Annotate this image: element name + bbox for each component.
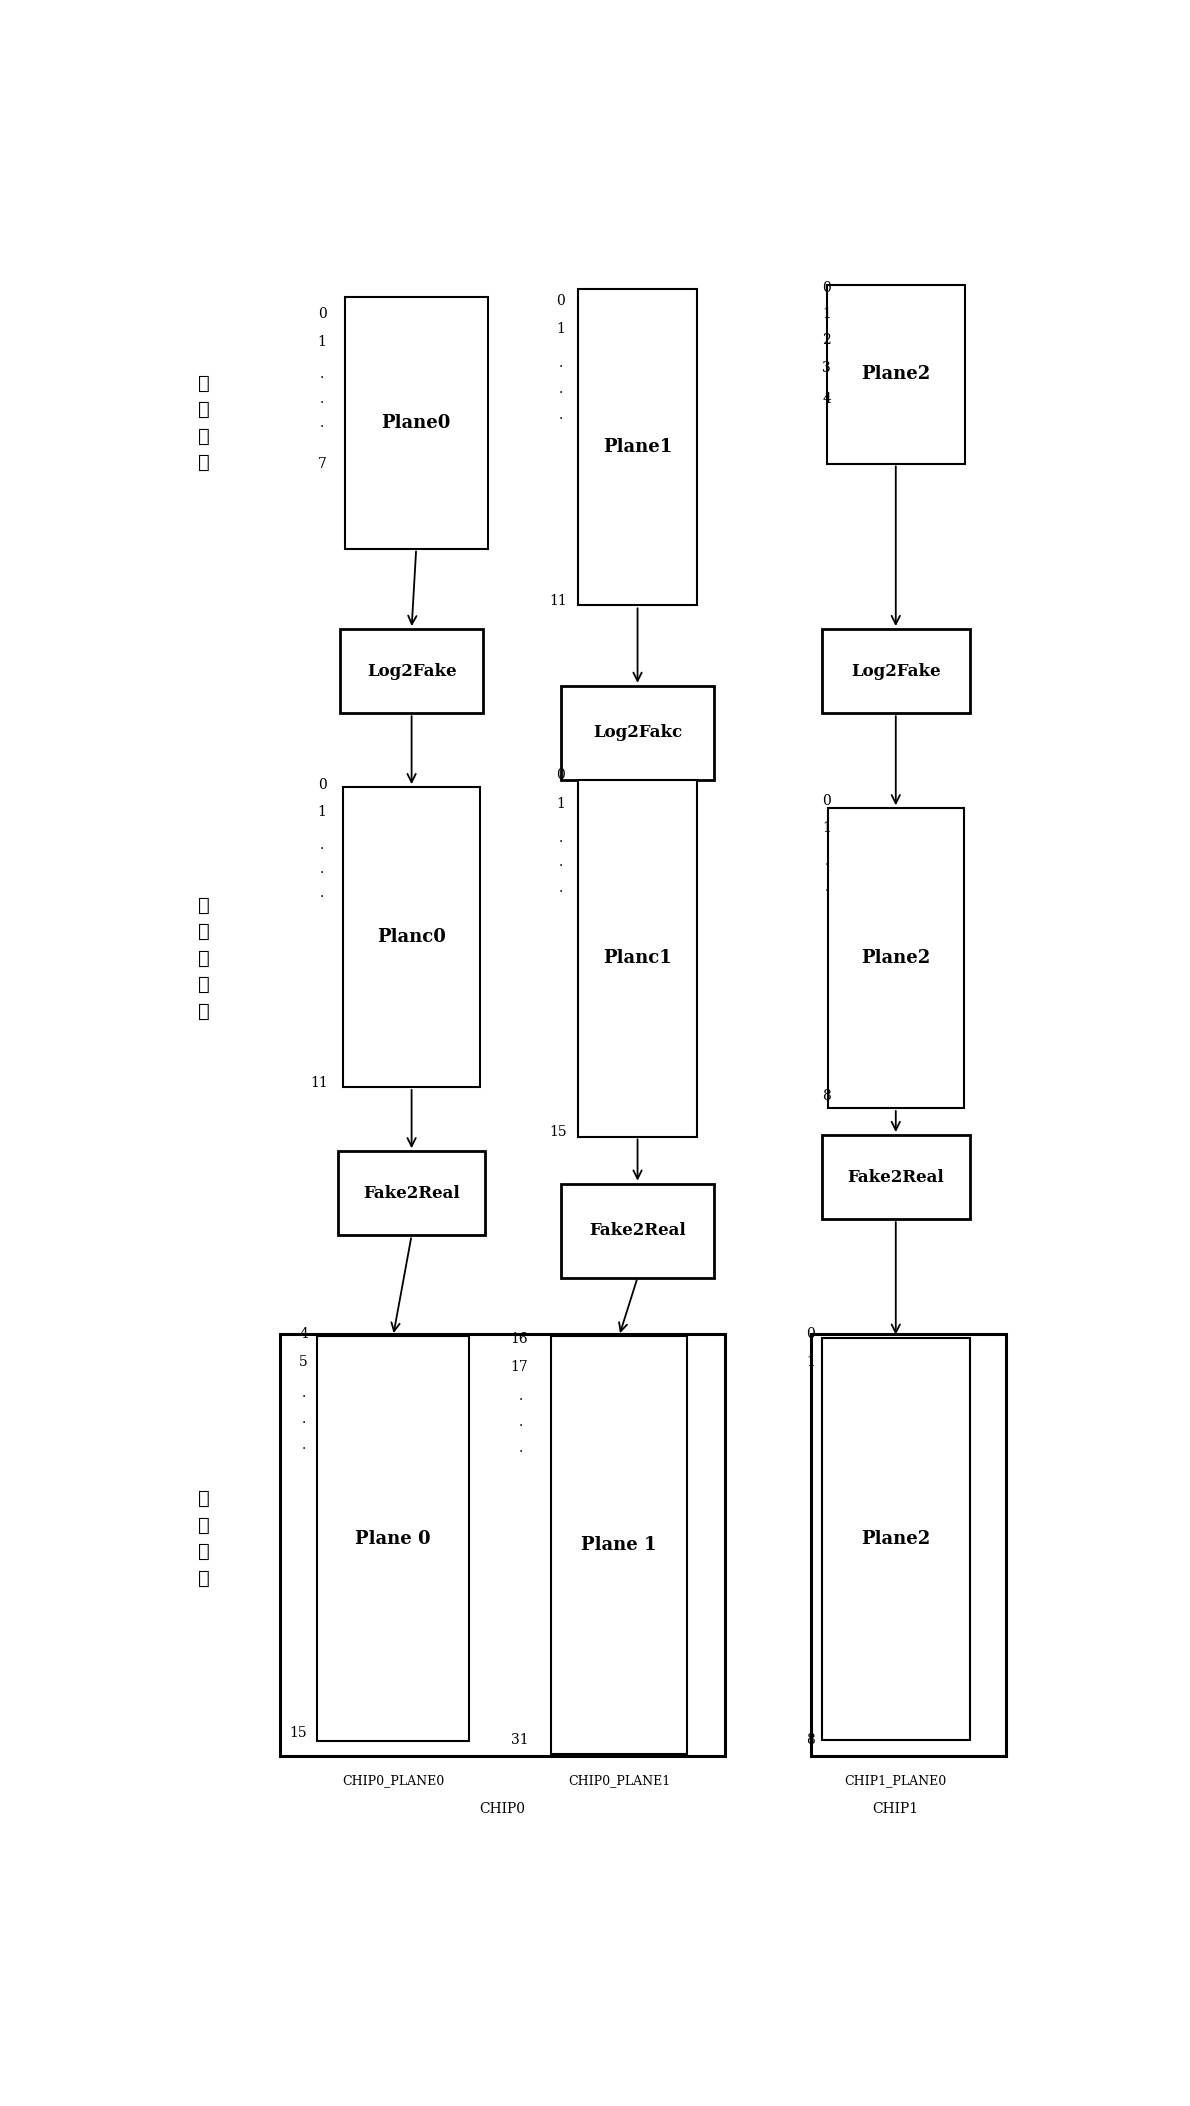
Text: 16: 16: [511, 1333, 528, 1346]
Text: .: .: [825, 853, 828, 868]
Text: 15: 15: [289, 1727, 307, 1740]
Text: .: .: [301, 1386, 306, 1400]
Text: .: .: [559, 882, 563, 895]
Text: .: .: [809, 1386, 813, 1400]
Text: .: .: [301, 1411, 306, 1426]
Text: 1: 1: [822, 821, 831, 836]
Bar: [827, 809, 964, 1108]
Text: 0: 0: [318, 777, 326, 792]
Text: 1: 1: [807, 1354, 815, 1369]
Text: 4: 4: [299, 1327, 308, 1342]
Text: Plane1: Plane1: [603, 438, 672, 457]
Bar: [577, 779, 697, 1137]
Text: 8: 8: [807, 1733, 815, 1746]
Text: .: .: [301, 1438, 306, 1451]
Text: Planc0: Planc0: [377, 929, 446, 946]
Text: 17: 17: [511, 1360, 528, 1373]
Text: 0: 0: [318, 307, 326, 322]
Bar: [280, 1335, 725, 1756]
Text: 0: 0: [822, 282, 831, 295]
Text: 4: 4: [822, 392, 831, 406]
Text: CHIP1_PLANE0: CHIP1_PLANE0: [845, 1773, 947, 1786]
Bar: [822, 1135, 970, 1219]
Text: .: .: [519, 1415, 524, 1428]
Bar: [562, 1184, 714, 1278]
Text: 0: 0: [557, 769, 565, 781]
Text: 2: 2: [822, 333, 831, 347]
Text: CHIP0: CHIP0: [478, 1803, 525, 1817]
Text: .: .: [320, 861, 324, 876]
Text: Planc1: Planc1: [603, 950, 672, 967]
Bar: [577, 289, 697, 604]
Text: 0: 0: [807, 1327, 815, 1342]
Text: 伪
物
理
块
号: 伪 物 理 块 号: [199, 895, 209, 1021]
Text: CHIP1: CHIP1: [872, 1803, 919, 1817]
Text: .: .: [809, 1411, 813, 1426]
Text: 0: 0: [557, 295, 565, 307]
Text: Log2Fake: Log2Fake: [367, 663, 457, 680]
Text: 7: 7: [318, 457, 326, 470]
Bar: [822, 1337, 970, 1740]
Bar: [345, 297, 488, 550]
Text: .: .: [559, 855, 563, 870]
Text: Fake2Real: Fake2Real: [847, 1169, 944, 1186]
Text: .: .: [519, 1390, 524, 1403]
Text: 11: 11: [550, 594, 568, 609]
Bar: [827, 284, 965, 463]
Text: Log2Fakc: Log2Fakc: [593, 724, 682, 741]
Text: .: .: [320, 392, 324, 406]
Text: 逻
辑
块
号: 逻 辑 块 号: [199, 373, 209, 472]
Text: 11: 11: [311, 1076, 328, 1091]
Text: 1: 1: [318, 804, 326, 819]
Text: .: .: [320, 887, 324, 899]
Bar: [338, 1152, 486, 1236]
Bar: [822, 630, 970, 714]
Text: .: .: [519, 1441, 524, 1455]
Bar: [551, 1335, 688, 1754]
Text: Plane2: Plane2: [862, 1529, 931, 1548]
Text: Log2Fake: Log2Fake: [851, 663, 940, 680]
Bar: [340, 630, 483, 714]
Text: .: .: [320, 417, 324, 430]
Text: 1: 1: [318, 335, 326, 350]
Bar: [344, 788, 480, 1087]
Text: 1: 1: [822, 307, 831, 322]
Text: 1: 1: [557, 796, 565, 811]
Text: Plane2: Plane2: [862, 364, 931, 383]
Text: 0: 0: [822, 794, 831, 809]
Bar: [810, 1335, 1007, 1756]
Text: .: .: [320, 838, 324, 851]
Text: Fake2Real: Fake2Real: [589, 1221, 685, 1238]
Bar: [562, 687, 714, 779]
Text: 3: 3: [822, 360, 831, 375]
Text: 15: 15: [550, 1125, 568, 1139]
Text: Plane 1: Plane 1: [582, 1535, 657, 1554]
Text: .: .: [320, 366, 324, 381]
Text: Plane0: Plane0: [382, 415, 451, 432]
Text: .: .: [825, 880, 828, 893]
Text: 8: 8: [822, 1089, 831, 1104]
Text: CHIP0_PLANE0: CHIP0_PLANE0: [342, 1773, 444, 1786]
Text: 31: 31: [511, 1733, 528, 1746]
Text: .: .: [559, 381, 563, 396]
Text: .: .: [559, 409, 563, 421]
Bar: [317, 1335, 469, 1742]
Text: Plane 0: Plane 0: [356, 1529, 431, 1548]
Text: .: .: [559, 832, 563, 845]
Text: Fake2Real: Fake2Real: [363, 1186, 461, 1203]
Text: 5: 5: [300, 1354, 308, 1369]
Text: 1: 1: [557, 322, 565, 337]
Text: 物
理
块
号: 物 理 块 号: [199, 1489, 209, 1588]
Text: Plane2: Plane2: [862, 950, 931, 967]
Text: .: .: [559, 356, 563, 371]
Text: CHIP0_PLANE1: CHIP0_PLANE1: [568, 1773, 670, 1786]
